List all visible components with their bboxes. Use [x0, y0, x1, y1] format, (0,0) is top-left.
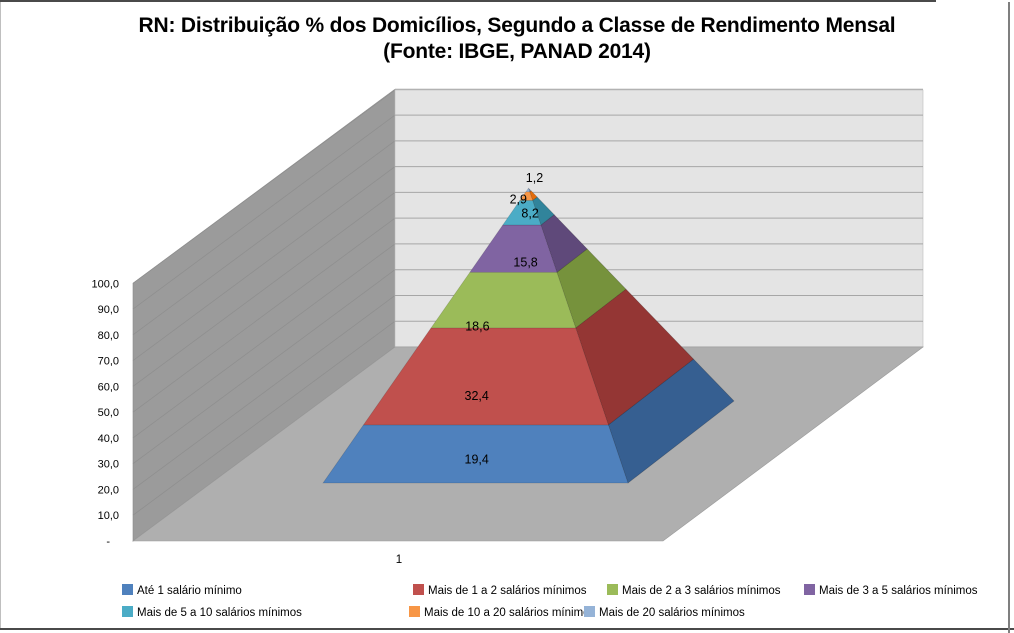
y-tick-label: 50,0	[98, 407, 119, 419]
side-wall-gridline	[132, 320, 396, 516]
data-label-5: 8,2	[521, 206, 538, 220]
y-tick-label: 20,0	[98, 485, 119, 497]
legend-label: Mais de 3 a 5 salários mínimos	[819, 585, 978, 597]
data-label-1: 19,4	[465, 453, 489, 467]
chart-border-bottom	[0, 628, 1014, 630]
y-tick-label: 40,0	[98, 433, 119, 445]
y-tick-label: 80,0	[98, 330, 119, 342]
x-axis-category-label: 1	[396, 554, 402, 566]
legend-row-1: Até 1 salário mínimo Mais de 1 a 2 salári…	[0, 584, 1014, 599]
side-wall-gridline	[132, 88, 396, 284]
legend-item: Mais de 1 a 2 salários mínimos	[413, 584, 587, 598]
y-tick-label: 10,0	[98, 510, 119, 522]
side-wall-gridline	[132, 295, 396, 490]
y-tick-label: 100,0	[91, 278, 119, 290]
legend-label: Mais de 2 a 3 salários mínimos	[622, 585, 781, 597]
data-label-7: 1,2	[526, 171, 543, 185]
legend-label: Mais de 1 a 2 salários mínimos	[428, 585, 587, 597]
legend-swatch	[122, 584, 133, 595]
data-label-3: 18,6	[465, 320, 489, 334]
legend-label: Até 1 salário mínimo	[137, 585, 242, 597]
legend-label: Mais de 5 a 10 salários mínimos	[137, 607, 302, 619]
legend-swatch	[584, 606, 595, 617]
data-label-6: 2,9	[510, 193, 527, 207]
legend-swatch	[413, 584, 424, 595]
y-tick-label: 60,0	[98, 381, 119, 393]
legend-item: Mais de 10 a 20 salários mínimos	[409, 606, 595, 620]
chart-title-line1: RN: Distribuição % dos Domicílios, Segun…	[138, 14, 896, 37]
side-wall-gridline	[132, 192, 396, 387]
chart-border-right	[1008, 2, 1010, 633]
legend-item: Mais de 2 a 3 salários mínimos	[607, 584, 781, 598]
data-label-4: 15,8	[513, 256, 537, 270]
data-labels: 19,4 32,4 18,6 15,8 8,22,9 1,2	[465, 171, 544, 467]
chart-title-line2: (Fonte: IBGE, PANAD 2014)	[383, 40, 651, 63]
legend-label: Mais de 10 a 20 salários mínimos	[424, 607, 596, 619]
legend-swatch	[122, 606, 133, 617]
chart-border-left	[0, 2, 1, 628]
y-tick-label: 30,0	[98, 459, 119, 471]
legend-swatch	[409, 606, 420, 617]
y-tick-label: -	[106, 536, 110, 548]
side-wall-gridline	[132, 114, 396, 310]
legend-label: Mais de 20 salários mínimos	[599, 607, 745, 619]
legend-swatch	[607, 584, 618, 595]
side-wall-gridline	[132, 217, 396, 413]
chart-border-top	[0, 0, 936, 2]
legend-item: Até 1 salário mínimo	[122, 584, 242, 598]
y-axis-tick-labels: 100,0 90,0 80,0 70,0 60,0 50,0 40,0 30,0 20,0 10,…	[91, 278, 119, 548]
side-wall-gridline	[132, 166, 396, 361]
y-tick-label: 70,0	[98, 356, 119, 368]
chart-title: RN: Distribuição % dos Domicílios, Segun…	[20, 13, 1014, 65]
y-tick-label: 90,0	[98, 304, 119, 316]
pyramid-segment-front-7	[525, 187, 531, 193]
side-wall-gridline	[132, 269, 396, 465]
legend-item: Mais de 3 a 5 salários mínimos	[804, 584, 978, 598]
data-label-2: 32,4	[465, 389, 489, 403]
legend-swatch	[804, 584, 815, 595]
legend-item: Mais de 20 salários mínimos	[584, 606, 745, 620]
legend-item: Mais de 5 a 10 salários mínimos	[122, 606, 302, 620]
side-wall-gridline	[132, 140, 396, 336]
side-wall-gridline	[132, 243, 396, 439]
legend-row-2: Mais de 5 a 10 salários mínimos Mais de 1…	[0, 606, 1014, 621]
pyramid-series	[322, 187, 735, 484]
